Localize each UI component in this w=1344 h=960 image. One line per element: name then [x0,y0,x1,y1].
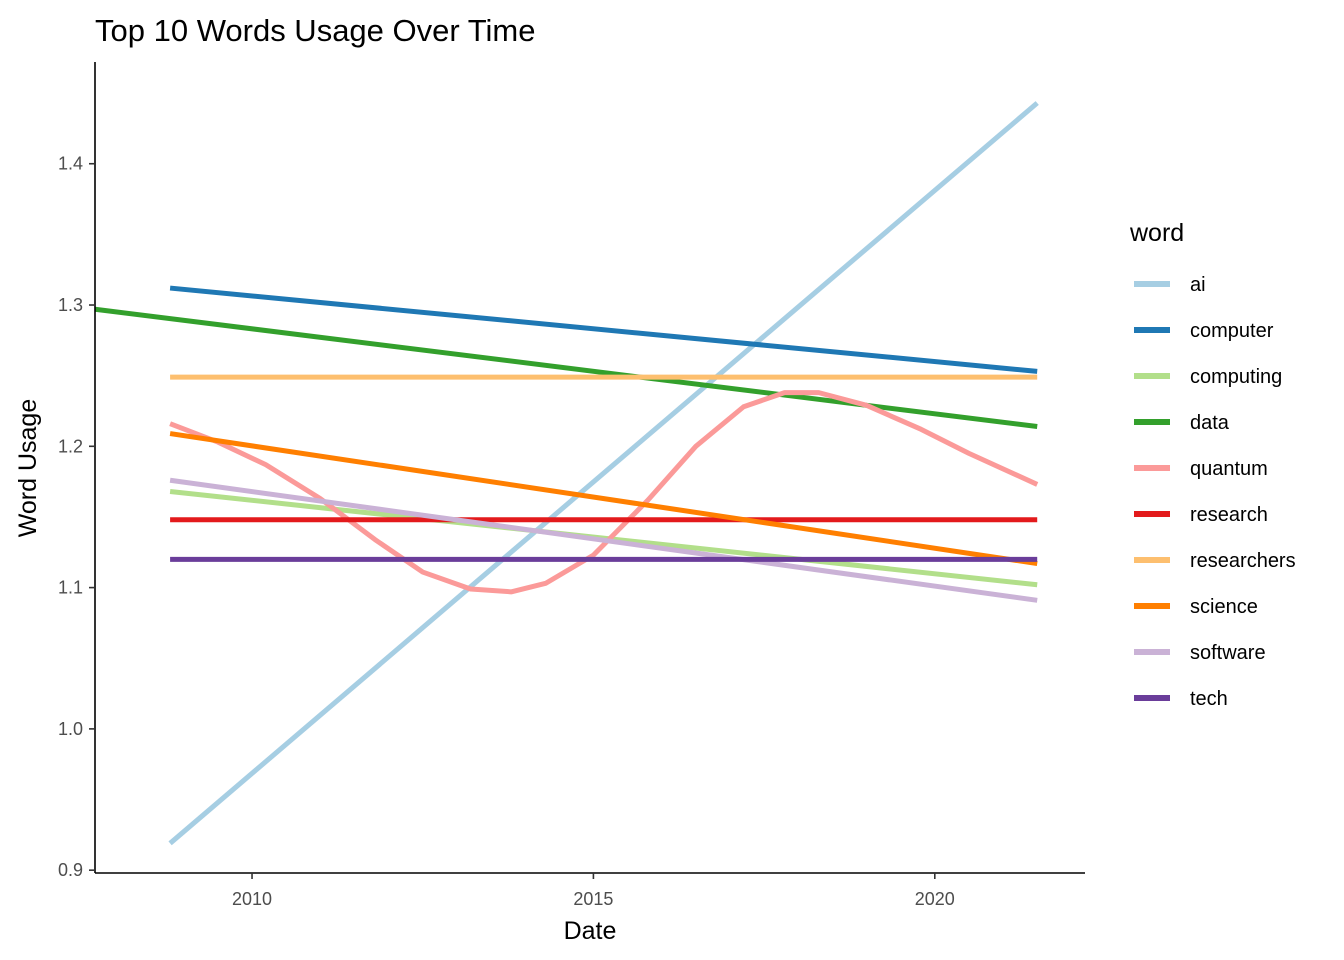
series-layer [94,101,1039,846]
legend-items: ai computer computing data quantum research re… [1134,274,1296,710]
legend-item-computer: computer [1134,320,1274,342]
legend-label-tech: tech [1190,688,1228,710]
x-tick-label: 2020 [915,889,955,909]
series-line-science [169,431,1038,567]
series-line-data [94,306,1038,430]
legend-label-science: science [1190,596,1258,618]
legend-item-researchers: researchers [1134,550,1296,572]
y-tick-label: 0.9 [58,860,83,880]
x-tick-label: 2010 [232,889,272,909]
legend-label-ai: ai [1190,274,1206,296]
legend-item-computing: computing [1134,366,1282,388]
y-tick-label: 1.0 [58,719,83,739]
legend-item-science: science [1134,596,1258,618]
legend-label-computer: computer [1190,320,1274,342]
x-tick-label: 2015 [573,889,613,909]
legend-label-quantum: quantum [1190,458,1268,480]
legend-label-software: software [1190,642,1266,664]
legend-label-research: research [1190,504,1268,526]
legend-label-researchers: researchers [1190,550,1296,572]
series-line-ai [168,101,1039,846]
legend-item-tech: tech [1134,688,1228,710]
series-line-computer [169,285,1038,374]
y-tick-label: 1.2 [58,436,83,456]
y-tick-label: 1.4 [58,154,83,174]
legend-title: word [1129,219,1184,247]
legend-item-research: research [1134,504,1268,526]
chart-title: Top 10 Words Usage Over Time [95,13,536,48]
series-line-quantum [169,390,1039,595]
y-tick-label: 1.3 [58,295,83,315]
legend: word ai computer computing data quantum resea… [1129,219,1296,710]
legend-label-computing: computing [1190,366,1282,388]
legend-item-software: software [1134,642,1266,664]
x-axis-title: Date [564,917,617,945]
legend-item-data: data [1134,412,1230,434]
y-tick-label: 1.1 [58,578,83,598]
legend-item-quantum: quantum [1134,458,1268,480]
series-line-software [169,477,1038,603]
x-axis-ticks: 2010 2015 2020 [232,873,955,909]
y-axis-title: Word Usage [14,399,42,538]
legend-label-data: data [1190,412,1230,434]
legend-item-ai: ai [1134,274,1206,296]
y-axis-ticks: 0.9 1.0 1.1 1.2 1.3 1.4 [58,154,95,880]
